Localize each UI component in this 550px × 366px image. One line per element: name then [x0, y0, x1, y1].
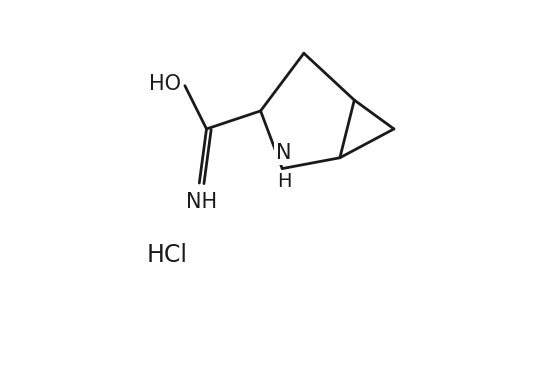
Text: H: H	[277, 172, 292, 191]
Text: N: N	[276, 143, 292, 163]
Text: NH: NH	[185, 192, 217, 212]
Text: HO: HO	[149, 74, 182, 94]
Text: HCl: HCl	[146, 243, 188, 267]
